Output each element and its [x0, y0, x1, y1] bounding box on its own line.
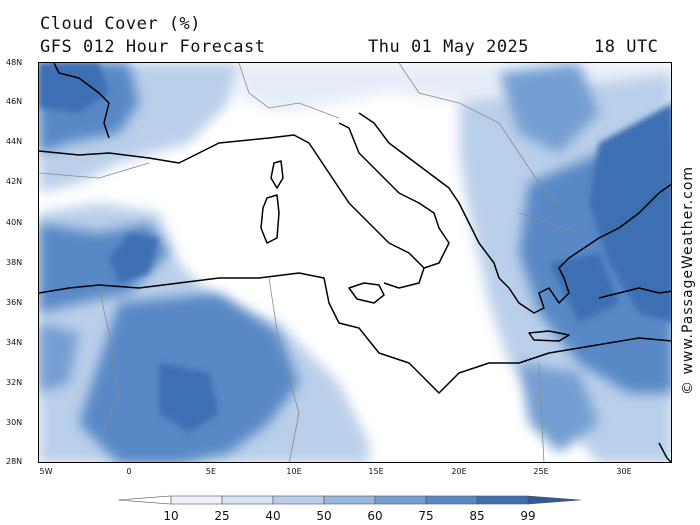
borders	[39, 63, 580, 462]
colorbar-label: 99	[520, 509, 536, 523]
colorbar-arrow-right	[527, 495, 582, 505]
forecast-date: Thu 01 May 2025	[368, 37, 530, 57]
lat-label: 38N	[6, 258, 23, 267]
cloud-cover-map[interactable]	[38, 62, 672, 463]
colorbar-arrow-left	[118, 495, 172, 505]
colorbar-label: 25	[214, 509, 230, 523]
forecast-time: 18 UTC	[594, 37, 659, 57]
colorbar-label: 85	[469, 509, 485, 523]
colorbar-label: 10	[163, 509, 179, 523]
lon-label: 30E	[616, 467, 632, 476]
lat-label: 30N	[6, 418, 23, 427]
lat-label: 44N	[6, 137, 23, 146]
colorbar-label: 60	[367, 509, 383, 523]
lon-label: 0	[126, 467, 132, 476]
lat-label: 48N	[6, 58, 23, 67]
model-label: GFS 012 Hour Forecast	[40, 37, 266, 57]
colorbar-segment	[425, 495, 478, 505]
colorbar-label: 50	[316, 509, 332, 523]
copyright-text: © www.PassageWeather.com	[680, 165, 696, 395]
coastlines	[39, 63, 671, 462]
colorbar	[118, 495, 582, 505]
lat-label: 32N	[6, 378, 23, 387]
lat-label: 46N	[6, 97, 23, 106]
colorbar-label: 40	[265, 509, 281, 523]
colorbar-segment	[221, 495, 274, 505]
cloud-field-dense	[39, 63, 671, 433]
map-title: Cloud Cover (%)	[40, 14, 202, 34]
lat-label: 40N	[6, 218, 23, 227]
lon-label: 25E	[533, 467, 549, 476]
lat-label: 42N	[6, 177, 23, 186]
lon-label: 10E	[286, 467, 302, 476]
lon-label: 15E	[368, 467, 384, 476]
lon-label: 5E	[205, 467, 217, 476]
map-canvas	[39, 63, 671, 462]
lon-label: 5W	[39, 467, 53, 476]
colorbar-segment	[323, 495, 376, 505]
colorbar-segment	[476, 495, 529, 505]
colorbar-segment	[272, 495, 325, 505]
lat-label: 36N	[6, 298, 23, 307]
lon-label: 20E	[451, 467, 467, 476]
colorbar-segment	[170, 495, 223, 505]
colorbar-label: 75	[418, 509, 434, 523]
lat-label: 28N	[6, 457, 23, 466]
colorbar-segment	[374, 495, 427, 505]
lat-label: 34N	[6, 338, 23, 347]
